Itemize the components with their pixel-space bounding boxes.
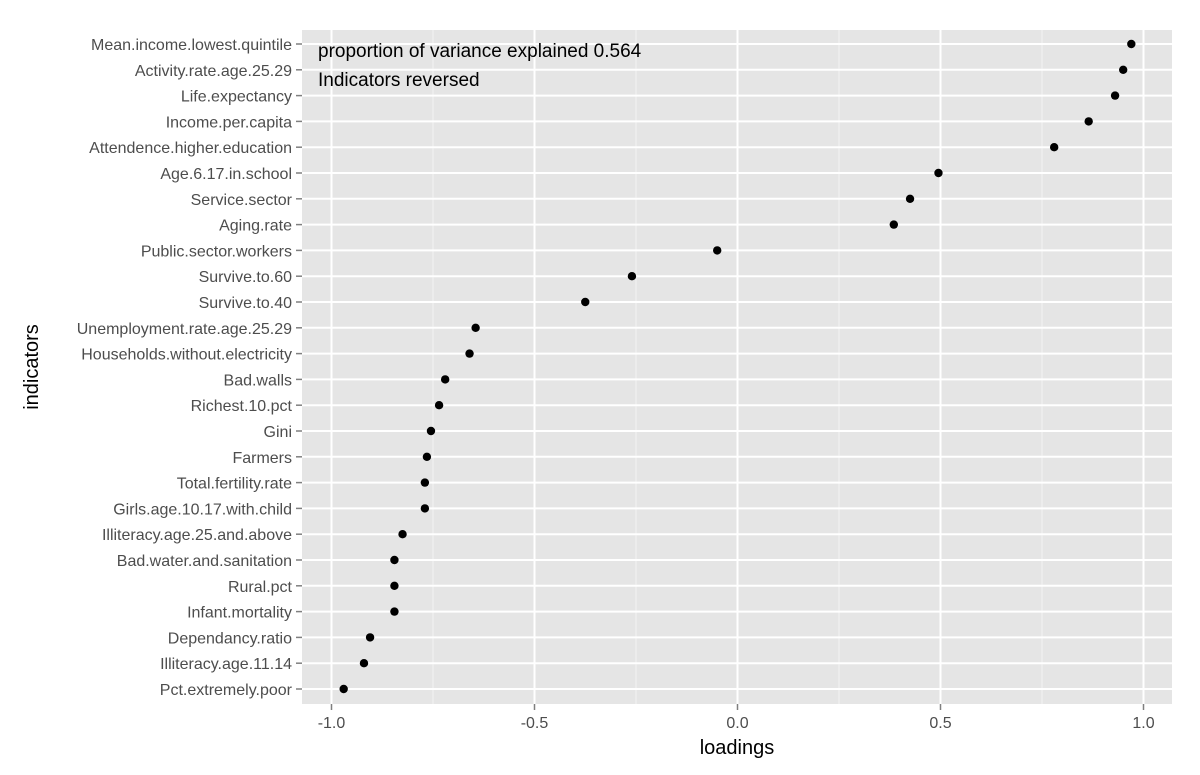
y-tick-label: Bad.water.and.sanitation — [117, 553, 292, 570]
y-tick-label: Households.without.electricity — [81, 347, 292, 364]
y-axis-title: indicators — [21, 324, 43, 410]
data-point — [422, 452, 432, 461]
y-tick-label: Richest.10.pct — [191, 398, 293, 415]
data-points — [339, 39, 1136, 694]
data-point — [420, 478, 430, 487]
data-point — [440, 375, 450, 384]
data-point — [1110, 91, 1120, 100]
data-point — [339, 684, 348, 694]
y-tick-label: Dependancy.ratio — [168, 630, 292, 647]
data-point — [398, 530, 407, 539]
data-point — [581, 297, 590, 307]
annotation-reversed: Indicators reversed — [318, 70, 480, 91]
annotation-variance: proportion of variance explained 0.564 — [318, 41, 642, 62]
x-tick-label: 1.0 — [1132, 715, 1154, 732]
data-point — [471, 323, 480, 332]
y-tick-label: Bad.walls — [224, 372, 292, 389]
y-tick-label: Service.sector — [191, 192, 293, 209]
y-axis: Mean.income.lowest.quintile Activity.rate… — [77, 37, 302, 699]
data-point — [627, 272, 637, 281]
data-point — [889, 220, 899, 229]
data-point — [390, 607, 399, 616]
y-tick-label: Mean.income.lowest.quintile — [91, 37, 292, 54]
y-tick-label: Activity.rate.age.25.29 — [135, 63, 292, 80]
x-tick-label: -1.0 — [318, 715, 346, 732]
grid — [302, 30, 1172, 704]
data-point — [434, 401, 444, 410]
y-tick-label: Total.fertility.rate — [177, 476, 292, 493]
y-tick-label: Illiteracy.age.25.and.above — [102, 527, 292, 544]
y-tick-label: Survive.to.40 — [199, 295, 292, 312]
data-point — [365, 633, 375, 642]
y-tick-label: Age.6.17.in.school — [160, 166, 292, 183]
y-tick-label: Gini — [264, 424, 292, 441]
y-tick-label: Income.per.capita — [166, 114, 292, 131]
y-tick-label: Girls.age.10.17.with.child — [113, 501, 292, 518]
data-point — [1127, 39, 1136, 49]
x-tick-label: -0.5 — [521, 715, 549, 732]
data-point — [1084, 117, 1093, 126]
y-tick-label: Survive.to.60 — [199, 269, 292, 286]
data-point — [390, 581, 399, 590]
x-tick-label: 0.0 — [726, 715, 748, 732]
data-point — [905, 194, 915, 203]
y-tick-label: Rural.pct — [228, 579, 293, 596]
y-tick-label: Public.sector.workers — [141, 243, 292, 260]
y-tick-label: Pct.extremely.poor — [160, 682, 293, 699]
x-axis-title: loadings — [700, 737, 775, 759]
data-point — [426, 426, 436, 436]
y-tick-label: Illiteracy.age.11.14 — [160, 656, 292, 673]
x-tick-label: 0.5 — [929, 715, 951, 732]
y-tick-label: Unemployment.rate.age.25.29 — [77, 321, 292, 338]
data-point — [359, 659, 369, 668]
y-tick-label: Infant.mortality — [187, 605, 292, 622]
data-point — [465, 349, 474, 358]
y-tick-label: Farmers — [232, 450, 292, 467]
data-point — [420, 504, 430, 513]
y-tick-label: Attendence.higher.education — [89, 140, 292, 157]
data-point — [934, 168, 943, 178]
data-point — [713, 246, 722, 255]
x-axis: -1.0 -0.5 0.0 0.5 1.0 — [318, 704, 1155, 732]
data-point — [1049, 143, 1059, 152]
data-point — [1119, 65, 1128, 75]
y-tick-label: Aging.rate — [219, 218, 292, 235]
data-point — [390, 555, 399, 565]
y-tick-label: Life.expectancy — [181, 89, 292, 106]
